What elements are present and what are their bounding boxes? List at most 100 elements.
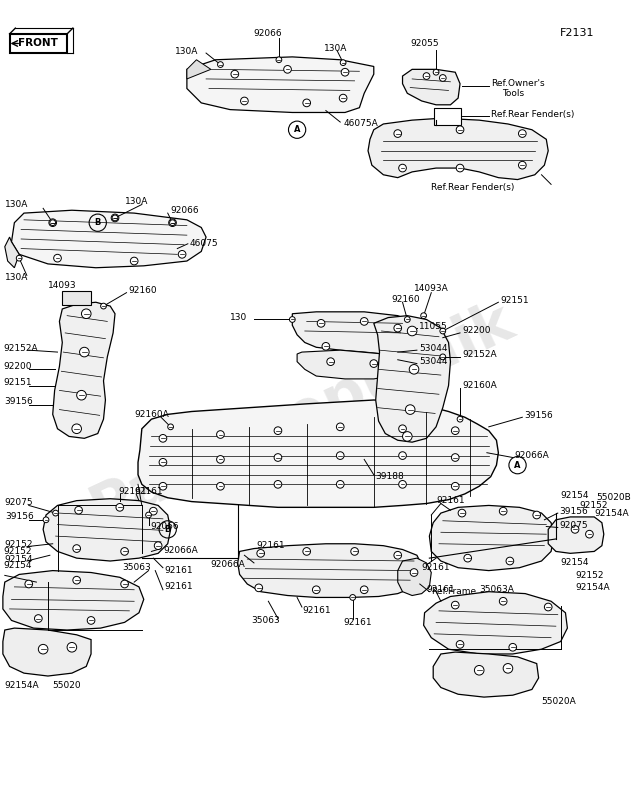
Circle shape [284,66,292,73]
Polygon shape [238,544,422,598]
Circle shape [336,423,344,430]
Circle shape [509,643,517,651]
Circle shape [67,642,77,652]
Text: 92161: 92161 [134,486,163,495]
Text: 55020B: 55020B [596,494,631,502]
Text: 92160: 92160 [391,295,420,304]
Circle shape [131,257,138,265]
Circle shape [394,324,401,332]
Text: 35063: 35063 [122,563,151,572]
Circle shape [457,416,463,422]
Circle shape [170,220,175,226]
Text: 130A: 130A [175,46,199,56]
Circle shape [399,452,406,459]
Text: 92161: 92161 [165,566,194,575]
Text: 11055: 11055 [419,322,447,330]
Circle shape [519,130,526,138]
Circle shape [405,405,415,414]
Text: 92152A: 92152A [4,344,38,353]
Circle shape [35,614,42,622]
Circle shape [317,319,325,327]
Text: Ref.Rear Fender(s): Ref.Rear Fender(s) [491,110,574,119]
Circle shape [179,250,186,258]
Text: 55020: 55020 [53,681,81,690]
Circle shape [423,73,430,79]
Circle shape [408,326,417,336]
Circle shape [303,99,310,106]
Text: 92066: 92066 [253,30,281,38]
Text: 92066A: 92066A [515,451,550,460]
Text: 39156: 39156 [560,506,589,516]
Text: 92066: 92066 [150,522,179,531]
Text: Tools: Tools [502,89,524,98]
Circle shape [545,603,552,611]
Text: 92161: 92161 [302,606,331,615]
Polygon shape [5,237,19,268]
Circle shape [72,424,81,434]
Circle shape [25,580,33,588]
Polygon shape [3,628,91,676]
Polygon shape [43,498,170,561]
Circle shape [274,427,282,434]
Polygon shape [403,70,460,105]
Circle shape [216,455,224,463]
Circle shape [451,454,459,462]
Text: F2131: F2131 [560,28,594,38]
Circle shape [503,663,513,673]
Circle shape [231,70,239,78]
Text: 53044: 53044 [419,357,447,366]
Circle shape [451,602,459,609]
Bar [62,290,91,305]
Text: 92154A: 92154A [594,509,629,518]
Circle shape [440,328,445,334]
Circle shape [121,580,129,588]
Text: 92075: 92075 [5,498,33,507]
Polygon shape [423,592,567,654]
Circle shape [276,57,282,62]
Circle shape [159,434,167,442]
Circle shape [274,454,282,462]
Circle shape [456,641,464,648]
Text: 46075A: 46075A [343,119,378,129]
Circle shape [399,425,406,433]
Circle shape [403,432,412,442]
Text: 55020A: 55020A [541,698,576,706]
Circle shape [586,530,593,538]
Circle shape [274,481,282,488]
Text: 92154: 92154 [4,562,32,570]
Text: 39156: 39156 [5,513,33,522]
Text: 92066A: 92066A [163,546,198,555]
Text: 130A: 130A [324,44,347,53]
Text: 92154: 92154 [561,558,589,567]
Circle shape [456,164,464,172]
Circle shape [54,254,61,262]
Circle shape [458,510,466,517]
Polygon shape [297,350,398,379]
Circle shape [240,97,248,105]
Text: 35063A: 35063A [479,586,514,594]
Text: 92152: 92152 [575,571,603,580]
Text: 92161: 92161 [427,586,455,594]
Circle shape [74,506,83,514]
Circle shape [475,666,484,675]
Circle shape [360,586,368,594]
Polygon shape [187,60,211,79]
Text: 92160A: 92160A [134,410,169,419]
Circle shape [77,390,86,400]
Circle shape [456,126,464,134]
Circle shape [150,507,157,515]
Circle shape [43,517,49,522]
Circle shape [322,342,329,350]
Text: 92055: 92055 [410,39,439,48]
Text: 46075: 46075 [190,239,218,248]
Circle shape [533,511,541,519]
Circle shape [360,318,368,326]
Circle shape [80,347,89,357]
Text: 92160A: 92160A [462,381,497,390]
Circle shape [87,617,95,624]
Circle shape [410,365,419,374]
Circle shape [451,427,459,434]
Circle shape [506,557,514,565]
Circle shape [146,512,151,518]
Circle shape [168,219,176,226]
